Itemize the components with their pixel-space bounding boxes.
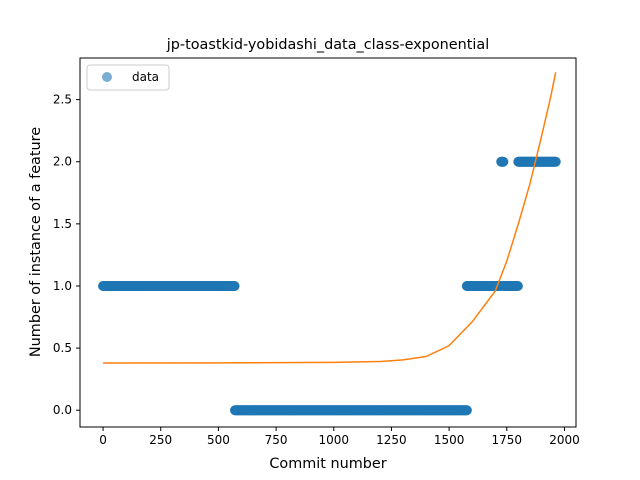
data-point [498,156,509,167]
x-tick-label: 0 [99,433,107,447]
x-tick-label: 750 [265,433,288,447]
chart-title: jp-toastkid-yobidashi_data_class-exponen… [166,37,490,53]
y-tick-label: 2.5 [53,93,72,107]
axes-frame [79,57,577,428]
x-tick-label: 250 [149,433,172,447]
x-tick-label: 500 [207,433,230,447]
data-point [461,405,472,416]
y-tick-label: 0.0 [53,403,72,417]
legend-marker [102,72,112,82]
data-points [98,156,561,416]
y-axis-label: Number of instance of a feature [28,127,44,357]
x-tick-label: 1500 [434,433,465,447]
data-point [512,280,523,291]
fit-line [103,72,557,364]
x-tick-label: 2000 [549,433,580,447]
legend-label: data [132,70,159,84]
legend-box [86,64,170,91]
y-tick-label: 1.5 [53,217,72,231]
y-tick-label: 1.0 [53,279,72,293]
x-tick-label: 1000 [318,433,349,447]
plot-area [98,72,561,416]
y-tick-label: 2.0 [53,155,72,169]
legend: data [86,64,170,91]
x-tick-label: 1250 [376,433,407,447]
y-tick-label: 0.5 [53,341,72,355]
x-axis-label: Commit number [269,456,386,472]
x-tick-label: 1750 [492,433,523,447]
data-point [550,156,561,167]
axes: 0 250 500 750 1000 1250 1500 1750 2000 0.0 0.5 1.0 1… [53,57,580,447]
data-point [229,280,240,291]
